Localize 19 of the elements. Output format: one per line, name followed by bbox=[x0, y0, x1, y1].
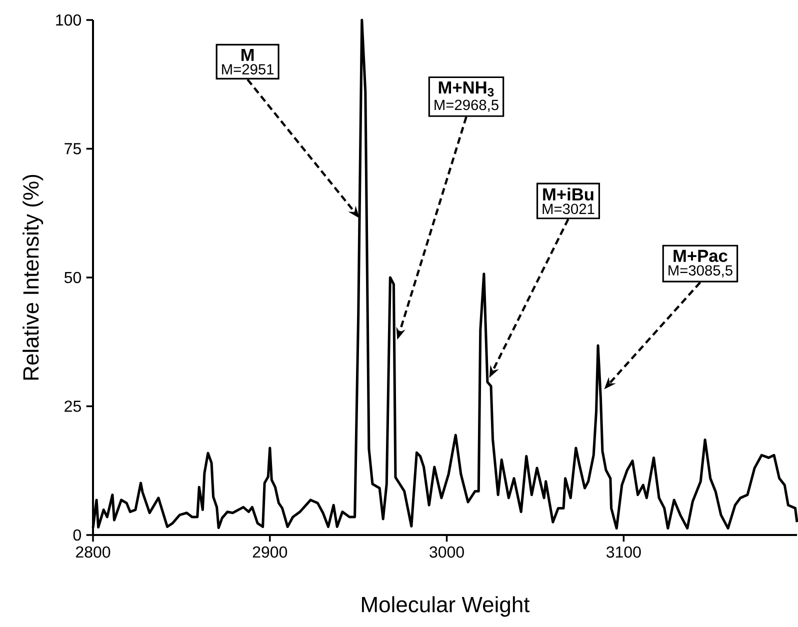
x-tick-label: 2800 bbox=[76, 546, 110, 558]
annotation: M=2968,5 bbox=[434, 100, 498, 112]
annotation: M=3021 bbox=[542, 204, 594, 214]
x-axis-title: Molecular Weight bbox=[362, 596, 530, 617]
annotation: M=3085,5 bbox=[668, 265, 732, 278]
y-axis-title: Relative Intensity (%) bbox=[22, 174, 44, 380]
annotation: M=2951 bbox=[222, 64, 274, 74]
annotation: M+iBu bbox=[543, 188, 594, 201]
annotation: M+NH$_{3}$ bbox=[438, 82, 494, 97]
x-tick-label: 3100 bbox=[606, 546, 641, 558]
annotation: M+Pac bbox=[674, 250, 728, 262]
y-tick-label: 75 bbox=[64, 143, 81, 154]
y-tick-label: 100 bbox=[56, 14, 81, 26]
x-tick-label: 2900 bbox=[252, 546, 288, 558]
x-tick-label: 3000 bbox=[430, 546, 464, 558]
annotation: M bbox=[242, 48, 254, 61]
y-tick-label: 50 bbox=[64, 272, 82, 284]
y-tick-label: 25 bbox=[64, 400, 81, 412]
y-tick-label: 0 bbox=[73, 529, 82, 541]
